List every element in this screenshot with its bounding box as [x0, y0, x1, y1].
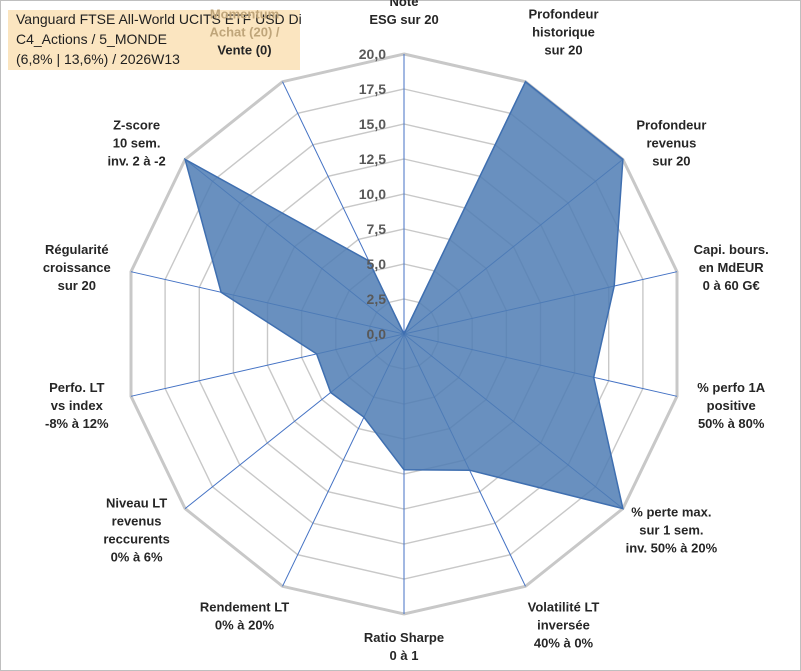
axis-label-line: sur 20	[544, 43, 582, 58]
axis-label: Ratio Sharpe 0 à 1	[364, 630, 444, 663]
axis-label-line: sur 20	[652, 154, 690, 169]
tick-label: 2,5	[367, 291, 387, 307]
axis-label-line: en MdEUR	[699, 260, 765, 275]
axis-label-line: Ratio Sharpe	[364, 630, 444, 645]
tick-label: 5,0	[367, 256, 387, 272]
axis-label-line: 10 sem.	[113, 136, 161, 151]
radar-axis-labels: Note ESG sur 20 Profondeur historique sur 20…	[43, 0, 769, 663]
axis-label-line: Profondeur	[528, 7, 598, 22]
fund-name: Vanguard FTSE All-World UCITS ETF USD Di	[16, 11, 302, 27]
axis-label-line: Profondeur	[636, 118, 706, 133]
tick-label: 7,5	[367, 221, 387, 237]
axis-label: % perfo 1A positive 50% à 80%	[697, 380, 766, 431]
axis-label: Note ESG sur 20	[369, 0, 438, 27]
axis-label-line: Vente (0)	[217, 43, 271, 58]
axis-label-line: % perfo 1A	[697, 380, 766, 395]
axis-label: % perte max. sur 1 sem. inv. 50% à 20%	[626, 504, 718, 555]
radar-tick-labels: 0,0 2,5 5,0 7,5 10,0 12,5 15,0 17,5 20,0	[359, 46, 386, 342]
axis-label-line: Perfo. LT	[49, 380, 104, 395]
axis-label-line: Achat (20) /	[209, 25, 279, 40]
tick-label: 20,0	[359, 46, 386, 62]
axis-label-line: inv. 2 à -2	[107, 154, 165, 169]
axis-label-line: % perte max.	[631, 504, 711, 519]
axis-label-line: inv. 50% à 20%	[626, 540, 718, 555]
tick-label: 0,0	[367, 326, 387, 342]
axis-label-line: ESG sur 20	[369, 12, 438, 27]
axis-label-line: 50% à 80%	[698, 416, 765, 431]
axis-label-line: -8% à 12%	[45, 416, 109, 431]
axis-label-line: vs index	[51, 398, 104, 413]
axis-label-line: inversée	[537, 617, 590, 632]
axis-label-line: revenus	[646, 136, 696, 151]
axis-label: Profondeur revenus sur 20	[636, 118, 706, 169]
axis-label: Momentum Achat (20) / Vente (0)	[209, 7, 279, 58]
axis-label: Perfo. LT vs index -8% à 12%	[45, 380, 109, 431]
axis-label-line: 0 à 1	[390, 648, 419, 663]
fund-stats: (6,8% | 13,6%) / 2026W13	[16, 51, 180, 67]
axis-label-line: Volatilité LT	[528, 599, 600, 614]
title-box: Vanguard FTSE All-World UCITS ETF USD Di…	[8, 10, 302, 70]
axis-label-line: 0% à 6%	[111, 549, 163, 564]
tick-label: 12,5	[359, 151, 386, 167]
axis-label-line: positive	[707, 398, 756, 413]
axis-label-line: 0% à 20%	[215, 617, 275, 632]
axis-label-line: Rendement LT	[200, 599, 289, 614]
tick-label: 17,5	[359, 81, 386, 97]
axis-label: Rendement LT 0% à 20%	[200, 599, 289, 632]
axis-label-line: 40% à 0%	[534, 635, 594, 650]
axis-label-line: Niveau LT	[106, 495, 167, 510]
axis-label-line: 0 à 60 G€	[703, 278, 760, 293]
axis-label-line: historique	[532, 25, 595, 40]
fund-category: C4_Actions / 5_MONDE	[16, 31, 167, 47]
axis-label: Profondeur historique sur 20	[528, 7, 598, 58]
axis-label-line: revenus	[112, 513, 162, 528]
tick-label: 15,0	[359, 116, 386, 132]
axis-label: Volatilité LT inversée 40% à 0%	[528, 599, 600, 650]
axis-label-line: sur 1 sem.	[639, 522, 703, 537]
axis-label-line: sur 20	[58, 278, 96, 293]
axis-label-line: Z-score	[113, 118, 160, 133]
axis-label-line: croissance	[43, 260, 111, 275]
axis-label: Niveau LT revenus reccurents 0% à 6%	[103, 495, 169, 564]
axis-label-line: Régularité	[45, 242, 109, 257]
axis-label: Z-score 10 sem. inv. 2 à -2	[107, 118, 165, 169]
axis-label: Capi. bours. en MdEUR 0 à 60 G€	[694, 242, 769, 293]
axis-label-line: reccurents	[103, 531, 169, 546]
axis-label-line: Note	[390, 0, 419, 9]
axis-label-line: Momentum	[210, 7, 279, 22]
axis-label-line: Capi. bours.	[694, 242, 769, 257]
tick-label: 10,0	[359, 186, 386, 202]
axis-label: Régularité croissance sur 20	[43, 242, 111, 293]
radar-series	[183, 80, 624, 510]
